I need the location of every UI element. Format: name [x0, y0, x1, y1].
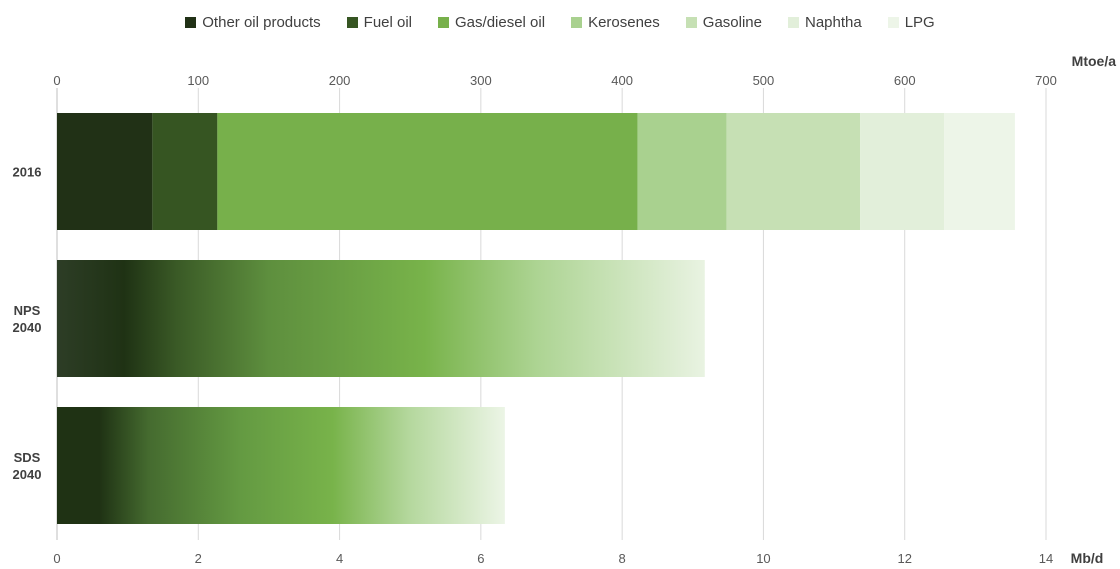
legend-swatch: [346, 16, 358, 28]
top-tick-label: 100: [187, 73, 209, 88]
bottom-tick-label: 14: [1039, 551, 1053, 566]
bottom-tick-label: 6: [477, 551, 484, 566]
top-tick-label: 200: [329, 73, 351, 88]
legend: Other oil products Fuel oil Gas/diesel oil…: [0, 10, 1120, 34]
bar: [57, 407, 505, 524]
top-axis-title: Mtoe/a: [1072, 53, 1117, 69]
bar-segment: [57, 113, 153, 230]
legend-swatch: [185, 16, 197, 28]
bottom-tick-label: 10: [756, 551, 770, 566]
top-tick-label: 600: [894, 73, 916, 88]
top-tick-label: 0: [53, 73, 60, 88]
top-tick-label: 400: [611, 73, 633, 88]
legend-label: Other oil products: [202, 13, 321, 31]
legend-item: Other oil products: [185, 13, 321, 31]
legend-label: LPG: [904, 13, 935, 31]
bar-segment: [860, 113, 945, 230]
bar-segment: [726, 113, 861, 230]
legend-swatch: [685, 16, 697, 28]
legend-swatch: [571, 16, 583, 28]
bottom-tick-label: 2: [195, 551, 202, 566]
legend-swatch: [787, 16, 799, 28]
bottom-tick-label: 0: [53, 551, 60, 566]
bottom-tick-label: 4: [336, 551, 343, 566]
category-label: 2016: [13, 165, 42, 180]
legend-label: Naphtha: [804, 13, 862, 31]
legend-item: LPG: [887, 13, 935, 31]
legend-item: Gasoline: [685, 13, 762, 31]
bottom-axis-title: Mb/d: [1071, 550, 1104, 566]
legend-swatch: [887, 16, 899, 28]
legend-item: Kerosenes: [571, 14, 660, 31]
legend-item: Gas/diesel oil: [438, 14, 545, 31]
bottom-tick-label: 12: [897, 551, 911, 566]
legend-swatch: [438, 16, 450, 28]
legend-label: Gasoline: [702, 13, 762, 31]
bar-segment: [217, 113, 638, 230]
top-tick-label: 700: [1035, 73, 1057, 88]
category-label: SDS: [14, 450, 41, 465]
bottom-tick-label: 8: [619, 551, 626, 566]
top-tick-label: 500: [753, 73, 775, 88]
category-label: NPS: [14, 303, 41, 318]
legend-item: Fuel oil: [346, 13, 413, 31]
legend-item: Naphtha: [787, 13, 862, 31]
bar: [57, 260, 705, 377]
legend-label: Kerosenes: [588, 13, 660, 31]
top-tick-label: 300: [470, 73, 492, 88]
legend-label: Gas/diesel oil: [455, 13, 546, 31]
legend-label: Fuel oil: [363, 13, 413, 31]
category-label: 2040: [13, 320, 42, 335]
bar-segment: [152, 113, 218, 230]
bar-segment: [944, 113, 1015, 230]
bar-segment: [637, 113, 727, 230]
category-label: 2040: [13, 467, 42, 482]
